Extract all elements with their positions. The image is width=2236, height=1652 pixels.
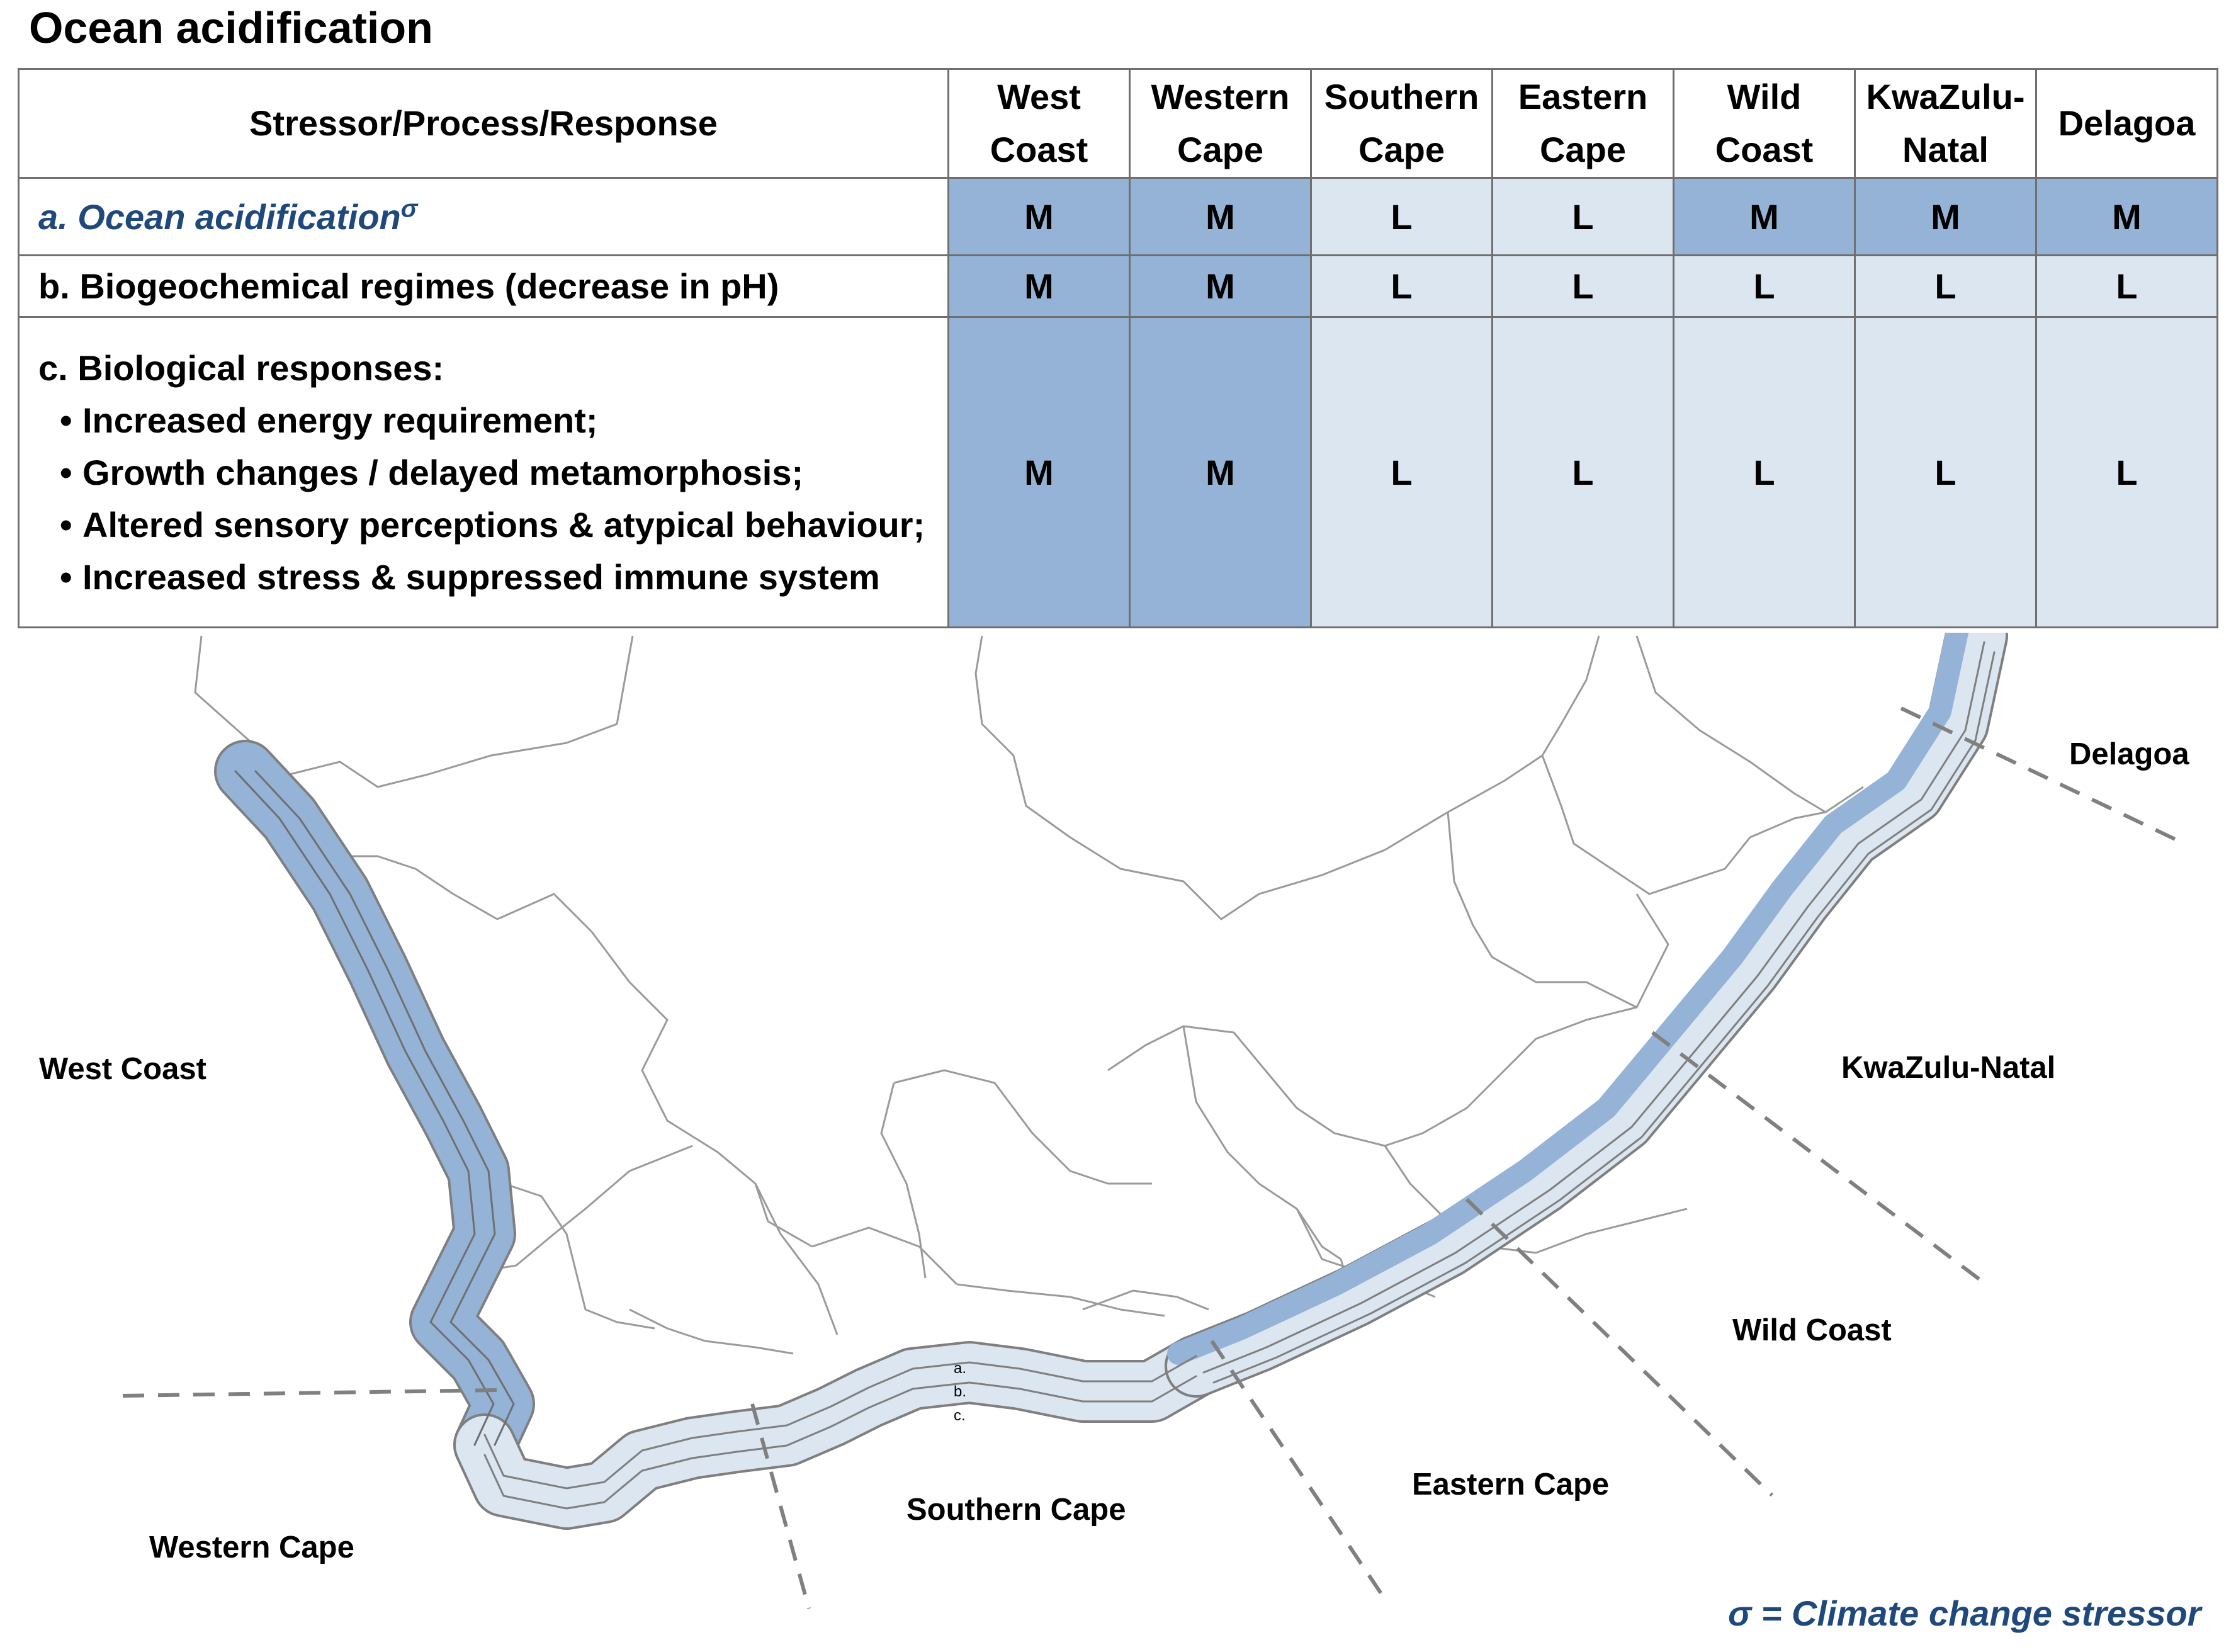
table-row: c. Biological responses: Increased energ… (18, 316, 2218, 628)
list-item: Altered sensory perceptions & atypical b… (60, 499, 947, 551)
footnote: σ = Climate change stressor (1728, 1593, 2201, 1633)
label-delagoa: Delagoa (2069, 737, 2189, 771)
rating-cell: M (947, 177, 1131, 256)
header-western-cape: Western Cape (1129, 68, 1312, 179)
responses-heading: c. Biological responses: (38, 348, 444, 388)
label-kwazulu-natal: KwaZulu-Natal (1841, 1051, 2056, 1085)
rating-cell: L (1491, 316, 1674, 628)
rating-cell: L (1854, 316, 2037, 628)
band-label-c: c. (954, 1407, 966, 1424)
header-west-coast: West Coast (947, 68, 1131, 179)
divider-westcoast-westerncape (122, 1388, 498, 1398)
divider-westerncape-southerncape (750, 1403, 811, 1609)
page-title: Ocean acidification (29, 3, 433, 52)
rating-cell: M (947, 316, 1131, 628)
header-stressor: Stressor/Process/Response (18, 68, 949, 179)
rating-cell: M (1854, 177, 2037, 256)
row-label: c. Biological responses: Increased energ… (18, 316, 949, 628)
header-delagoa: Delagoa (2035, 68, 2218, 179)
rating-cell: L (1673, 316, 1856, 628)
header-eastern-cape: Eastern Cape (1491, 68, 1674, 179)
sigma-superscript: σ (400, 194, 418, 222)
rating-cell: L (1310, 254, 1493, 318)
rating-cell: L (1491, 177, 1674, 256)
band-label-a: a. (954, 1360, 967, 1377)
divider-kzn-delagoa (1900, 706, 2186, 846)
rating-cell: M (2035, 177, 2218, 256)
coastal-bands (214, 633, 2008, 1530)
stressor-table: Stressor/Process/Response West Coast West… (18, 68, 2218, 628)
header-row: Stressor/Process/Response West Coast West… (18, 68, 2218, 179)
divider-easterncape-wildcoast (1465, 1197, 1774, 1497)
label-eastern-cape: Eastern Cape (1412, 1468, 1610, 1502)
list-item: Increased stress & suppressed immune sys… (60, 551, 947, 603)
header-southern-cape: Southern Cape (1310, 68, 1493, 179)
rating-cell: M (947, 254, 1131, 318)
rating-cell: L (1854, 254, 2037, 318)
rating-cell: M (1129, 254, 1312, 318)
rating-cell: L (1310, 316, 1493, 628)
label-west-coast: West Coast (39, 1052, 206, 1086)
rating-cell: L (1491, 254, 1674, 318)
east-coast-band (1165, 633, 2008, 1398)
rating-cell: L (1310, 177, 1493, 256)
rating-cell: L (1673, 254, 1856, 318)
band-label-b: b. (954, 1383, 967, 1400)
label-western-cape: Western Cape (149, 1530, 354, 1564)
table-row: b. Biogeochemical regimes (decrease in p… (18, 254, 2218, 318)
row-label: b. Biogeochemical regimes (decrease in p… (18, 254, 949, 318)
rating-cell: L (2035, 254, 2218, 318)
label-southern-cape: Southern Cape (906, 1493, 1126, 1527)
region-dividers (122, 706, 2186, 1609)
rating-cell: M (1129, 316, 1312, 628)
responses-list: Increased energy requirement; Growth cha… (38, 394, 947, 603)
header-kwazulu-natal: KwaZulu- Natal (1854, 68, 2037, 179)
coastline-map (122, 633, 2186, 1609)
rating-cell: L (2035, 316, 2218, 628)
rating-cell: M (1129, 177, 1312, 256)
list-item: Increased energy requirement; (60, 394, 947, 446)
divider-southerncape-easterncape (1210, 1340, 1387, 1600)
header-wild-coast: Wild Coast (1673, 68, 1856, 179)
list-item: Growth changes / delayed metamorphosis; (60, 446, 947, 499)
label-wild-coast: Wild Coast (1732, 1313, 1892, 1347)
row-label: a. Ocean acidificationσ (18, 177, 949, 256)
table-row: a. Ocean acidificationσ M M L L M M M (18, 177, 2218, 256)
rating-cell: M (1673, 177, 1856, 256)
